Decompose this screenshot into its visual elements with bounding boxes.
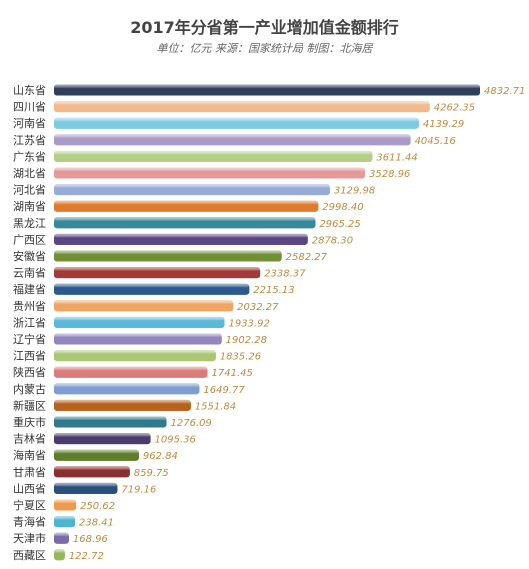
category-label: 山东省: [13, 84, 46, 97]
bar-highlight: [54, 184, 330, 196]
bar-highlight: [54, 516, 76, 528]
category-label: 江西省: [13, 350, 46, 363]
category-label: 吉林省: [13, 432, 46, 446]
value-label: 238.41: [79, 518, 114, 529]
bar-highlight: [54, 300, 234, 312]
category-label: 辽宁省: [13, 332, 46, 346]
category-label: 新疆区: [13, 398, 46, 412]
category-label: 湖南省: [13, 200, 46, 213]
category-label: 西藏区: [13, 549, 46, 562]
bar-highlight: [54, 499, 77, 511]
bar-highlight: [54, 117, 419, 129]
bar-highlight: [54, 167, 366, 179]
category-label: 广东省: [13, 150, 46, 163]
category-label: 四川省: [13, 101, 46, 114]
value-label: 1276.09: [170, 418, 211, 429]
value-label: 1741.45: [212, 368, 253, 379]
bar-highlight: [54, 399, 191, 411]
value-label: 4832.71: [484, 86, 525, 97]
bar-highlight: [54, 267, 261, 279]
bar-highlight: [54, 101, 430, 113]
category-label: 广西区: [13, 233, 46, 246]
value-label: 3129.98: [334, 186, 375, 197]
value-label: 2965.25: [319, 219, 360, 230]
value-label: 4262.35: [434, 103, 475, 114]
bar-highlight: [54, 316, 225, 328]
category-label: 重庆市: [13, 415, 46, 429]
value-label: 4139.29: [423, 119, 464, 130]
category-label: 青海省: [13, 515, 46, 529]
category-label: 宁夏区: [13, 498, 46, 512]
category-label: 福建省: [13, 282, 46, 296]
value-label: 2878.30: [312, 235, 353, 246]
value-label: 3528.96: [369, 169, 410, 180]
category-label: 江苏省: [13, 134, 46, 147]
value-label: 1551.84: [195, 401, 236, 412]
value-label: 962.84: [143, 451, 178, 462]
bar-highlight: [54, 200, 319, 212]
category-label: 浙江省: [13, 316, 46, 329]
bar-highlight: [54, 449, 139, 461]
value-label: 4045.16: [415, 136, 456, 147]
value-label: 2215.13: [253, 285, 294, 296]
value-label: 1649.77: [203, 385, 245, 396]
value-label: 1835.26: [220, 352, 261, 363]
bar-highlight: [54, 383, 200, 395]
value-label: 2032.27: [237, 302, 279, 313]
category-label: 河南省: [13, 117, 46, 130]
category-label: 山西省: [13, 482, 46, 495]
value-label: 719.16: [121, 484, 156, 495]
category-label: 甘肃省: [13, 466, 46, 479]
bar-highlight: [54, 84, 480, 96]
bar-highlight: [54, 150, 373, 162]
value-label: 1933.92: [228, 318, 269, 329]
bar-highlight: [54, 250, 282, 262]
value-label: 859.75: [134, 468, 169, 479]
value-label: 250.62: [80, 501, 115, 512]
category-label: 云南省: [13, 267, 46, 280]
value-label: 2582.27: [286, 252, 328, 263]
bar-highlight: [54, 333, 222, 345]
bar-highlight: [54, 134, 411, 146]
bar-highlight: [54, 482, 118, 494]
bar-highlight: [54, 466, 130, 478]
value-label: 168.96: [73, 534, 108, 545]
chart-subtitle: 单位：亿元 来源：国家统计局 制图：北海居: [156, 42, 373, 55]
category-label: 天津市: [13, 531, 46, 545]
category-label: 安徽省: [13, 249, 46, 263]
category-label: 湖北省: [13, 167, 46, 180]
category-label: 陕西省: [13, 365, 46, 379]
category-label: 河北省: [13, 184, 46, 197]
value-label: 122.72: [69, 551, 104, 562]
category-label: 内蒙古: [13, 382, 46, 396]
bar-highlight: [54, 283, 250, 295]
bar-highlight: [54, 350, 216, 362]
bar-highlight: [54, 549, 65, 561]
bar-highlight: [54, 433, 151, 445]
category-label: 黑龙江: [13, 217, 46, 230]
category-label: 贵州省: [13, 300, 46, 313]
bar-highlight: [54, 366, 208, 378]
bar-highlight: [54, 217, 316, 229]
chart-title: 2017年分省第一产业增加值金额排行: [130, 18, 399, 37]
value-label: 1095.36: [155, 435, 196, 446]
bar-highlight: [54, 532, 69, 544]
category-label: 海南省: [13, 448, 46, 462]
bar-highlight: [54, 233, 308, 245]
value-label: 2338.37: [264, 269, 306, 280]
value-label: 1902.28: [226, 335, 267, 346]
value-label: 2998.40: [322, 202, 363, 213]
bar-highlight: [54, 416, 167, 428]
value-label: 3611.44: [376, 152, 417, 163]
